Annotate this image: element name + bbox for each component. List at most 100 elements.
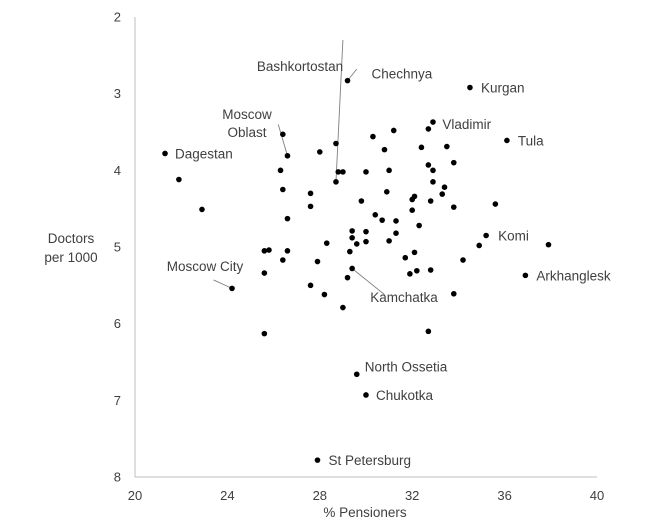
data-point-kamchatka bbox=[349, 265, 355, 272]
data-point bbox=[427, 198, 434, 204]
data-point bbox=[381, 146, 388, 153]
data-point bbox=[492, 201, 499, 207]
label-chukotka: Chukotka bbox=[376, 388, 434, 403]
data-point bbox=[321, 291, 328, 298]
data-point bbox=[427, 267, 434, 273]
label-kurgan: Kurgan bbox=[481, 81, 525, 96]
label-tula: Tula bbox=[518, 133, 544, 148]
y-tick-label: 3 bbox=[114, 86, 121, 101]
data-point bbox=[363, 169, 369, 175]
x-tick-label: 28 bbox=[313, 488, 327, 503]
data-point bbox=[261, 270, 268, 276]
data-point bbox=[261, 330, 268, 337]
data-point bbox=[333, 140, 339, 147]
label-st-petersburg: St Petersburg bbox=[328, 453, 411, 468]
data-point-moscow-city bbox=[229, 285, 235, 292]
label-moscow-oblast: Oblast bbox=[227, 125, 266, 140]
x-tick-label: 24 bbox=[220, 488, 234, 503]
point-labels: Chechnya Kurgan Vladimir Tula Dagestan Moscow… bbox=[167, 59, 611, 468]
x-tick-label: 40 bbox=[590, 488, 604, 503]
data-point bbox=[176, 176, 182, 183]
data-point bbox=[314, 258, 321, 265]
data-point bbox=[402, 254, 409, 261]
data-point bbox=[414, 267, 420, 274]
data-point-tula bbox=[504, 137, 510, 144]
data-point bbox=[353, 241, 360, 247]
data-point bbox=[280, 186, 286, 193]
y-tick-label: 2 bbox=[114, 10, 121, 25]
y-axis-title-line2: per 1000 bbox=[44, 250, 97, 265]
label-kamchatka: Kamchatka bbox=[370, 290, 438, 305]
data-point bbox=[444, 143, 450, 150]
data-point bbox=[349, 228, 355, 234]
data-point bbox=[261, 248, 268, 254]
label-north-ossetia: North Ossetia bbox=[365, 359, 448, 374]
data-point bbox=[393, 230, 399, 236]
y-tick-label: 4 bbox=[114, 163, 121, 178]
data-point-moscow-oblast bbox=[284, 152, 291, 159]
y-tick-label: 5 bbox=[114, 240, 121, 255]
data-point bbox=[335, 169, 342, 175]
data-point bbox=[441, 184, 448, 190]
data-point bbox=[411, 249, 418, 256]
leader-bashkortostan bbox=[335, 39, 344, 182]
x-tick-label: 32 bbox=[405, 488, 419, 503]
data-point bbox=[545, 241, 552, 248]
data-point bbox=[386, 238, 392, 244]
data-point bbox=[199, 206, 205, 213]
data-points bbox=[162, 77, 552, 463]
y-tick-label: 7 bbox=[114, 393, 121, 408]
data-point-chukotka bbox=[363, 392, 369, 398]
data-point bbox=[340, 304, 346, 311]
leader-kamchatka bbox=[351, 268, 385, 295]
leader-moscow-oblast bbox=[277, 124, 288, 156]
data-point bbox=[344, 274, 351, 281]
data-point bbox=[266, 247, 272, 253]
data-point bbox=[340, 169, 346, 175]
data-point bbox=[363, 238, 369, 245]
data-point bbox=[363, 228, 369, 235]
data-point bbox=[323, 240, 330, 246]
data-point bbox=[425, 162, 432, 168]
data-point bbox=[450, 290, 457, 297]
data-point-vladimir bbox=[425, 126, 432, 132]
data-point bbox=[390, 127, 397, 134]
data-point bbox=[439, 191, 446, 197]
label-chechnya: Chechnya bbox=[372, 67, 433, 82]
data-point bbox=[284, 248, 291, 254]
data-point bbox=[347, 248, 353, 255]
data-point bbox=[407, 271, 413, 277]
data-point-st-petersburg bbox=[314, 457, 321, 463]
data-point bbox=[277, 167, 284, 174]
data-point bbox=[460, 257, 466, 263]
data-point bbox=[409, 196, 416, 203]
label-vladimir: Vladimir bbox=[442, 117, 491, 132]
data-point bbox=[379, 217, 385, 223]
label-dagestan: Dagestan bbox=[175, 146, 233, 161]
data-point bbox=[383, 189, 390, 195]
label-komi: Komi bbox=[498, 229, 529, 244]
label-moscow-city: Moscow City bbox=[167, 259, 244, 274]
label-bashkortostan: Bashkortostan bbox=[257, 59, 343, 74]
label-arkhanglesk: Arkhanglesk bbox=[536, 268, 611, 283]
data-point bbox=[476, 242, 482, 249]
data-point-kurgan bbox=[467, 84, 473, 91]
data-point-arkhanglesk bbox=[522, 272, 529, 279]
annotation-leaders bbox=[213, 39, 385, 295]
data-point bbox=[307, 190, 314, 197]
y-tick-label: 8 bbox=[114, 470, 121, 485]
data-point bbox=[372, 212, 379, 218]
data-point bbox=[450, 204, 457, 210]
x-tick-label: 20 bbox=[128, 488, 142, 503]
data-point bbox=[418, 144, 425, 151]
data-point bbox=[280, 131, 286, 138]
axes: 20 24 28 32 36 40 2 3 4 5 6 7 8 bbox=[114, 10, 604, 504]
data-point bbox=[370, 133, 376, 140]
data-point bbox=[409, 207, 416, 213]
data-point bbox=[317, 149, 323, 155]
leader-moscow-city bbox=[213, 279, 233, 289]
data-point bbox=[416, 222, 422, 229]
x-tick-label: 36 bbox=[497, 488, 511, 503]
data-point-chechnya bbox=[344, 77, 351, 84]
